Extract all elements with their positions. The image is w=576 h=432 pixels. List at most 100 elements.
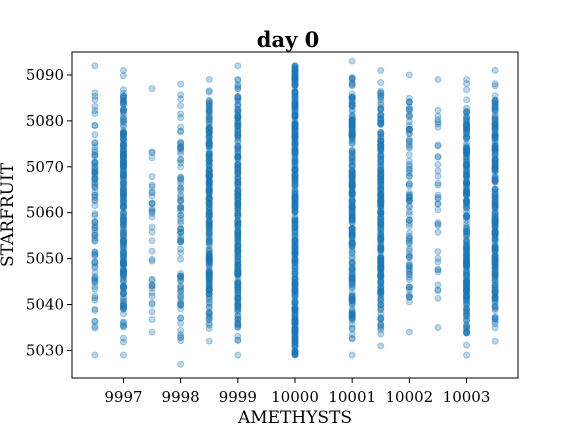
data-point (205, 267, 213, 275)
data-point (119, 247, 127, 255)
data-point (119, 154, 127, 162)
data-point (119, 254, 127, 262)
data-point (348, 163, 356, 171)
data-point (377, 101, 385, 109)
data-point (148, 257, 156, 265)
data-point (119, 261, 127, 269)
data-point (205, 115, 213, 123)
data-point (119, 106, 127, 114)
data-point (434, 268, 442, 276)
data-point (205, 273, 213, 281)
data-point (491, 177, 499, 185)
y-tick-label: 5050 (26, 250, 64, 268)
data-point (91, 159, 99, 167)
data-point (348, 274, 356, 282)
data-point (205, 313, 213, 321)
data-point (291, 174, 299, 182)
data-point (119, 267, 127, 275)
data-point (119, 172, 127, 180)
data-point (205, 268, 213, 276)
data-point (205, 286, 213, 294)
data-point (205, 151, 213, 159)
data-point (148, 237, 156, 245)
data-point (205, 204, 213, 212)
data-point (177, 211, 185, 219)
data-point (205, 183, 213, 191)
data-point (177, 269, 185, 277)
data-point (119, 334, 127, 342)
data-point (177, 298, 185, 306)
data-point (205, 203, 213, 211)
data-point (177, 159, 185, 167)
data-point (91, 170, 99, 178)
data-point (291, 148, 299, 156)
data-point (177, 287, 185, 295)
data-point (177, 147, 185, 155)
data-point (177, 245, 185, 253)
data-point (177, 214, 185, 222)
data-point (91, 211, 99, 219)
data-point (119, 293, 127, 301)
data-point (177, 314, 185, 322)
data-point (205, 171, 213, 179)
data-point (377, 215, 385, 223)
data-point (205, 210, 213, 218)
data-point (177, 144, 185, 152)
data-point (91, 294, 99, 302)
data-point (205, 114, 213, 122)
data-point (119, 259, 127, 267)
data-point (119, 157, 127, 165)
data-point (119, 216, 127, 224)
data-point (348, 81, 356, 89)
data-point (348, 218, 356, 226)
data-point (205, 252, 213, 260)
data-point (119, 257, 127, 265)
data-point (177, 204, 185, 212)
data-point (119, 231, 127, 239)
data-point (119, 256, 127, 264)
data-point (119, 289, 127, 297)
data-point (91, 131, 99, 139)
data-point (119, 188, 127, 196)
data-point (119, 205, 127, 213)
data-point (234, 94, 242, 102)
data-point (177, 225, 185, 233)
data-point (205, 193, 213, 201)
data-point (119, 150, 127, 158)
data-point (177, 235, 185, 243)
data-point (291, 280, 299, 288)
data-point (205, 278, 213, 286)
data-point (119, 141, 127, 149)
data-point (491, 302, 499, 310)
data-point (119, 192, 127, 200)
data-point (205, 286, 213, 294)
data-point (91, 166, 99, 174)
data-point (91, 250, 99, 258)
data-point (119, 189, 127, 197)
data-point (119, 290, 127, 298)
data-point (205, 136, 213, 144)
data-point (177, 229, 185, 237)
data-point (377, 272, 385, 280)
data-point (205, 173, 213, 181)
data-point (205, 108, 213, 116)
data-point (119, 244, 127, 252)
data-point (119, 105, 127, 113)
data-point (234, 175, 242, 183)
data-point (205, 177, 213, 185)
data-point (91, 151, 99, 159)
data-point (119, 135, 127, 143)
x-tick-label: 9999 (219, 388, 257, 406)
data-point (91, 151, 99, 159)
data-point (91, 202, 99, 210)
data-point (91, 172, 99, 180)
data-point (119, 168, 127, 176)
data-point (91, 351, 99, 359)
data-point (205, 218, 213, 226)
data-point (205, 186, 213, 194)
data-point (91, 158, 99, 166)
data-point (205, 204, 213, 212)
data-point (205, 274, 213, 282)
data-point (119, 270, 127, 278)
data-point (205, 124, 213, 132)
